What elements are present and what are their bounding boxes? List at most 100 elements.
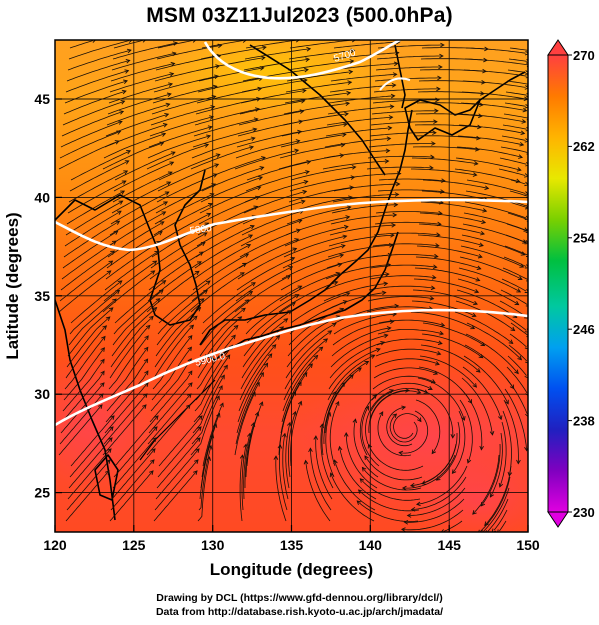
- streamline-arrow: [473, 300, 478, 306]
- streamline-arrow: [514, 300, 520, 306]
- streamline: [60, 382, 105, 434]
- streamline-arrow: [524, 191, 528, 196]
- streamline-arrow: [187, 393, 192, 398]
- streamline-arrow: [110, 415, 115, 420]
- streamline-arrow: [383, 333, 389, 339]
- streamline-arrow: [439, 53, 444, 59]
- streamline: [417, 377, 465, 421]
- streamline: [499, 421, 507, 488]
- streamline: [326, 254, 392, 269]
- hokkaido-coast: [404, 99, 481, 141]
- streamline-arrow: [329, 472, 334, 478]
- streamline-arrow: [209, 193, 215, 198]
- streamline-arrow: [246, 432, 252, 438]
- streamline-arrow: [92, 40, 97, 43]
- streamline-arrow: [239, 454, 245, 460]
- streamline-arrow: [294, 148, 300, 154]
- streamline-arrow: [211, 183, 217, 188]
- streamline-arrow: [394, 50, 400, 56]
- streamline: [111, 181, 171, 214]
- streamline-arrow: [214, 163, 220, 168]
- streamline: [70, 280, 123, 324]
- streamline: [153, 470, 198, 522]
- streamline-arrow: [251, 391, 256, 397]
- streamline-arrow: [401, 485, 407, 491]
- streamline-arrow: [119, 110, 125, 115]
- streamline-arrow: [381, 290, 387, 296]
- streamline: [339, 446, 377, 500]
- streamline-arrow: [263, 362, 269, 368]
- streamline-arrow: [144, 335, 149, 341]
- streamline: [239, 344, 276, 401]
- x-tick-label: 120: [43, 537, 67, 553]
- streamline-arrow: [359, 478, 365, 483]
- streamline: [480, 443, 501, 507]
- streamline-arrow: [166, 92, 172, 98]
- streamline: [58, 270, 111, 313]
- streamline: [414, 267, 480, 281]
- streamline: [510, 179, 526, 185]
- streamline-arrow: [208, 203, 213, 208]
- streamline-arrow: [233, 324, 239, 330]
- streamline: [281, 363, 313, 423]
- streamline: [147, 261, 202, 302]
- streamline-arrow: [470, 325, 476, 330]
- streamline: [69, 160, 129, 192]
- streamline-arrow: [259, 66, 265, 71]
- streamline-arrow: [335, 400, 340, 406]
- streamline: [364, 455, 423, 481]
- streamline: [66, 190, 125, 225]
- streamline: [415, 399, 441, 454]
- streamline: [245, 40, 297, 49]
- streamline-arrow: [107, 448, 112, 453]
- streamline-arrow: [339, 153, 345, 158]
- streamline-arrow: [337, 262, 343, 268]
- contour-small-yellow: [379, 77, 411, 91]
- streamline: [508, 58, 527, 62]
- streamline: [191, 263, 247, 302]
- streamline: [454, 168, 520, 183]
- streamline: [242, 200, 305, 225]
- streamline-arrow: [243, 443, 248, 449]
- streamline-arrow: [100, 347, 105, 352]
- streamline: [60, 250, 115, 291]
- streamline-arrow: [461, 416, 466, 422]
- streamline-arrow: [150, 270, 156, 275]
- streamline-arrow: [106, 459, 111, 464]
- streamline: [112, 437, 157, 489]
- streamline: [411, 476, 467, 510]
- streamline-arrow: [385, 148, 391, 154]
- streamline: [386, 406, 413, 447]
- streamline: [243, 433, 251, 500]
- streamline-arrow: [393, 61, 399, 67]
- y-tick-label: 45: [34, 91, 50, 107]
- streamline-arrow: [516, 167, 522, 172]
- streamline-arrow: [364, 455, 369, 460]
- streamline-arrow: [302, 78, 308, 83]
- streamline-arrow: [204, 143, 210, 148]
- streamline-arrow: [392, 413, 398, 419]
- streamline-arrow: [394, 303, 400, 309]
- streamline: [151, 96, 216, 115]
- streamline-arrow: [391, 222, 397, 228]
- streamline: [58, 140, 119, 170]
- colorbar: 270 262 254 246 238 230: [547, 39, 595, 528]
- streamline-arrow: [524, 173, 528, 178]
- streamline: [236, 131, 302, 148]
- streamline: [510, 322, 528, 336]
- streamline-arrow: [476, 135, 481, 141]
- streamline-arrow: [188, 370, 193, 376]
- streamline: [415, 113, 482, 117]
- streamline-arrow: [451, 469, 457, 475]
- streamline: [281, 254, 344, 280]
- x-tick-label: 150: [516, 537, 540, 553]
- streamline-arrow: [357, 367, 362, 372]
- colorbar-label: 254: [573, 231, 595, 246]
- y-tick-label: 40: [34, 189, 50, 205]
- streamline-arrow: [239, 272, 245, 277]
- streamline-arrow: [323, 338, 329, 343]
- streamline-arrow: [431, 275, 437, 280]
- streamline-arrow: [333, 459, 338, 465]
- streamline-arrow: [170, 151, 176, 156]
- streamline-arrow: [170, 61, 176, 67]
